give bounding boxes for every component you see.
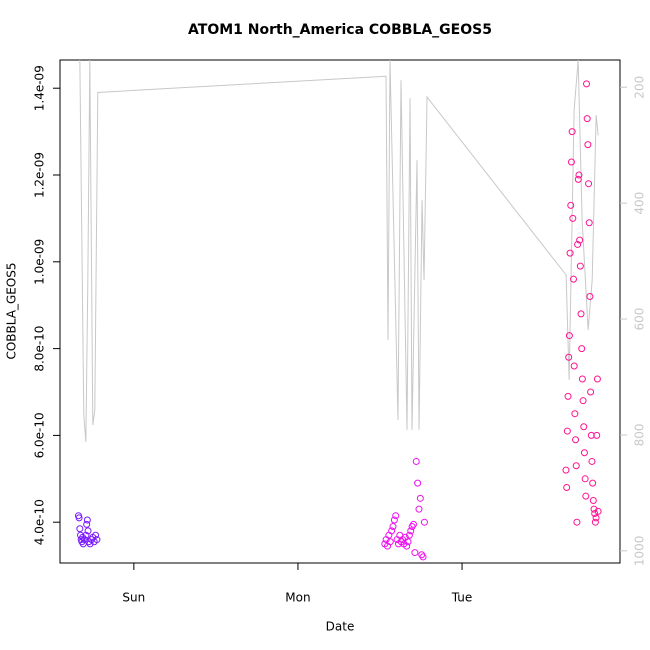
data-point (578, 345, 586, 353)
data-point (404, 538, 412, 546)
data-point (570, 362, 578, 370)
data-point (568, 128, 576, 136)
data-point (589, 479, 597, 487)
data-point (563, 483, 571, 491)
data-point (93, 536, 101, 544)
data-point (567, 158, 575, 166)
data-point (577, 310, 585, 318)
data-point (576, 262, 584, 270)
data-point (587, 388, 595, 396)
data-point (578, 375, 586, 383)
data-point (575, 171, 583, 179)
data-point (416, 494, 424, 502)
data-point (573, 518, 581, 526)
data-point (583, 115, 591, 123)
data-point (410, 520, 418, 528)
y2-tick-label: 200 (633, 76, 647, 99)
data-point (589, 497, 597, 505)
data-point (563, 427, 571, 435)
data-point (580, 423, 588, 431)
x-axis-label: Date (326, 620, 355, 634)
data-point (390, 516, 398, 524)
y2-tick-label: 800 (633, 423, 647, 446)
y-tick-label: 1.0e-09 (33, 239, 47, 285)
data-point (86, 540, 94, 548)
data-point (83, 516, 91, 524)
data-point (76, 525, 84, 533)
data-point (407, 527, 415, 535)
data-point (581, 475, 589, 483)
data-point (77, 531, 85, 539)
data-point (414, 479, 422, 487)
data-point (592, 514, 600, 522)
data-point (585, 219, 593, 227)
data-point (420, 518, 428, 526)
x-tick-label: Tue (451, 591, 473, 605)
data-point (566, 249, 574, 257)
data-point (389, 523, 397, 531)
y-tick-label: 4.0e-10 (33, 499, 47, 545)
data-point (571, 410, 579, 418)
data-point (412, 457, 420, 465)
data-point (579, 397, 587, 405)
data-point (593, 375, 601, 383)
data-point (590, 505, 598, 513)
data-point (585, 180, 593, 188)
data-point (572, 462, 580, 470)
data-point (567, 201, 575, 209)
data-point (564, 392, 572, 400)
data-point (574, 240, 582, 248)
data-point (574, 175, 582, 183)
y-tick-label: 8.0e-10 (33, 326, 47, 372)
data-point (81, 536, 89, 544)
data-point (582, 80, 590, 88)
data-point (83, 520, 91, 528)
data-point (584, 141, 592, 149)
data-point (576, 236, 584, 244)
data-point (582, 492, 590, 500)
data-point (392, 512, 400, 520)
data-point (92, 531, 100, 539)
x-tick-label: Sun (122, 591, 145, 605)
x-tick-label: Mon (285, 591, 310, 605)
data-point (586, 293, 594, 301)
data-point (587, 431, 595, 439)
data-point (593, 431, 601, 439)
data-point (82, 531, 90, 539)
data-point (570, 275, 578, 283)
y2-tick-label: 400 (633, 192, 647, 215)
y-tick-label: 1.2e-09 (33, 152, 47, 198)
data-point (415, 505, 423, 513)
data-point (79, 533, 87, 541)
data-point (388, 527, 396, 535)
data-point (84, 527, 92, 535)
y-axis-label: COBBLA_GEOS5 (5, 262, 19, 359)
pressure-line (79, 59, 599, 442)
data-point (562, 466, 570, 474)
y2-tick-label: 600 (633, 308, 647, 331)
chart-title: ATOM1 North_America COBBLA_GEOS5 (188, 22, 492, 38)
data-point (569, 214, 577, 222)
data-point (591, 518, 599, 526)
data-point (403, 542, 411, 550)
data-point (588, 457, 596, 465)
y2-tick-label: 1000 (633, 536, 647, 567)
data-point (572, 436, 580, 444)
data-point (591, 510, 599, 518)
y-tick-label: 1.4e-09 (33, 65, 47, 111)
y-tick-label: 6.0e-10 (33, 412, 47, 458)
data-point (75, 514, 83, 522)
data-point (405, 531, 413, 539)
data-point (411, 549, 419, 557)
data-point (419, 553, 427, 561)
data-point (386, 538, 394, 546)
data-point (565, 332, 573, 340)
data-point (565, 353, 573, 361)
data-point (580, 449, 588, 457)
plot-frame (59, 59, 621, 564)
data-point (594, 507, 602, 515)
